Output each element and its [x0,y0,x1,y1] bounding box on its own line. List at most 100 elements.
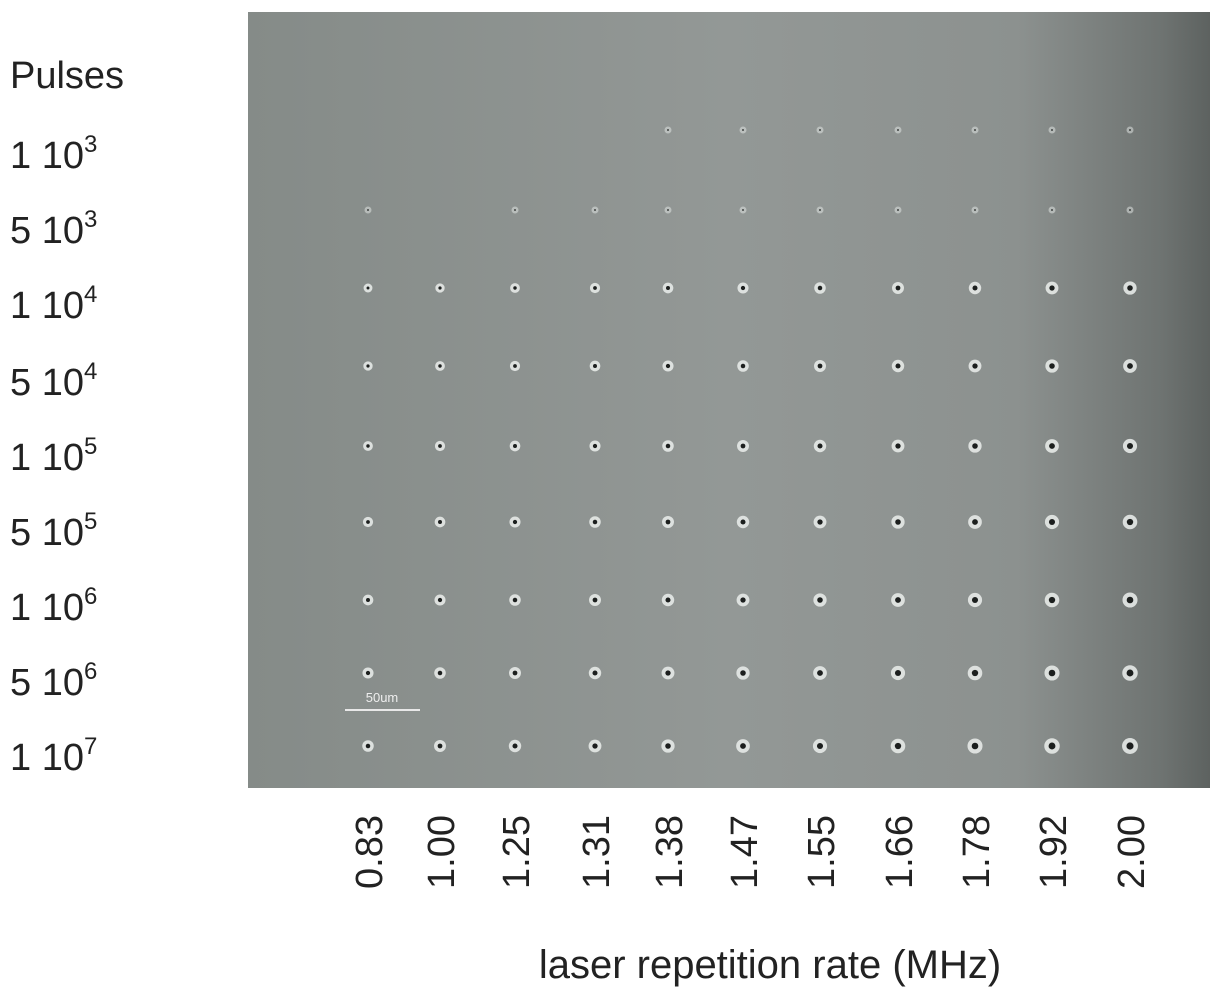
hole [817,670,823,676]
row-label-base: 1 10 [10,285,84,327]
column-label: 1.25 [496,815,538,889]
hole [740,519,745,524]
hole [972,285,977,290]
hole [367,209,369,211]
column-label: 1.78 [956,815,998,889]
hole [1127,597,1134,604]
hole [818,286,823,291]
hole [438,286,441,289]
hole [740,743,746,749]
hole [895,443,900,448]
hole [974,209,976,211]
row-label-base: 5 10 [10,362,84,404]
hole [972,670,978,676]
hole [438,444,442,448]
hole [593,364,597,368]
hole [818,364,823,369]
hole [438,744,443,749]
hole [438,598,442,602]
column-label: 1.38 [649,815,691,889]
hole [367,287,370,290]
hole [593,520,598,525]
hole [819,209,821,211]
hole [438,364,441,367]
row-label-base: 5 10 [10,512,84,554]
column-label: 1.00 [421,815,463,889]
hole [1049,743,1056,750]
row-label: 5 106 [10,658,97,704]
hole [1049,363,1055,369]
hole [895,519,901,525]
column-label: 1.92 [1033,815,1075,889]
row-label: 1 106 [10,583,97,629]
hole [895,597,901,603]
row-label-exponent: 5 [84,433,97,460]
hole [666,364,670,368]
hole [972,597,978,603]
hole [1129,209,1131,211]
hole [897,129,899,131]
hole [895,670,901,676]
hole [438,671,443,676]
hole [513,444,517,448]
hole [594,209,596,211]
hole [366,598,370,602]
hole [972,519,978,525]
column-label: 1.47 [724,815,766,889]
row-label: 1 107 [10,733,97,779]
hole [1049,597,1055,603]
hole [593,598,598,603]
hole [593,444,597,448]
hole [972,743,979,750]
row-label: 5 105 [10,508,97,554]
hole [592,670,597,675]
x-axis-title: laser repetition rate (MHz) [539,943,1001,987]
column-label: 1.55 [801,815,843,889]
row-label-exponent: 7 [84,733,97,760]
hole [972,363,977,368]
hole [513,671,518,676]
hole [895,743,901,749]
hole [366,671,370,675]
hole [666,286,670,290]
hole [1127,285,1133,291]
scale-bar-label: 50um [366,690,399,705]
hole [817,597,823,603]
hole [972,443,978,449]
hole [741,286,745,290]
hole [1051,209,1053,211]
row-label: 5 104 [10,358,97,404]
row-label-exponent: 5 [84,508,97,535]
hole [1127,363,1133,369]
hole [1049,285,1054,290]
hole [366,744,371,749]
hole [1049,519,1055,525]
hole [665,670,670,675]
hole [366,520,370,524]
row-label-exponent: 6 [84,658,97,685]
row-label-exponent: 3 [84,131,97,158]
row-label: 1 105 [10,433,97,479]
hole [742,209,744,211]
hole [666,444,671,449]
hole [513,286,516,289]
hole [1049,670,1056,677]
column-label: 0.83 [349,815,391,889]
hole [740,597,745,602]
hole [1127,670,1134,677]
row-label-exponent: 4 [84,281,97,308]
hole [741,444,746,449]
hole [1127,519,1133,525]
hole [438,520,442,524]
row-label-exponent: 3 [84,206,97,233]
hole [1126,742,1133,749]
row-label-base: 5 10 [10,662,84,704]
hole [366,364,369,367]
rows-heading: Pulses [10,55,124,97]
micrograph [248,12,1210,788]
row-label-exponent: 4 [84,358,97,385]
hole [896,286,901,291]
hole [666,520,671,525]
row-label: 1 104 [10,281,97,327]
row-label: 1 103 [10,131,97,177]
